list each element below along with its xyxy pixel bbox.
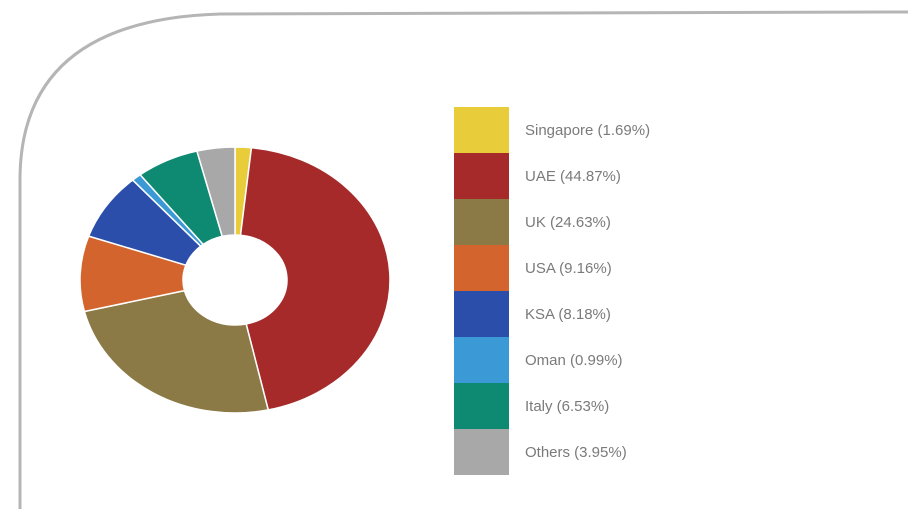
legend-item: UK (24.63%)	[454, 199, 784, 245]
chart-legend: Singapore (1.69%) UAE (44.87%) UK (24.63%)…	[454, 107, 784, 475]
legend-item: KSA (8.18%)	[454, 291, 784, 337]
frame-border	[18, 10, 908, 509]
legend-swatch	[454, 199, 509, 245]
legend-label: USA (9.16%)	[525, 259, 612, 277]
legend-swatch	[454, 337, 509, 383]
legend-item: Oman (0.99%)	[454, 337, 784, 383]
donut-slice-2	[83, 289, 270, 414]
legend-item: Italy (6.53%)	[454, 383, 784, 429]
donut-chart	[79, 146, 391, 414]
legend-label: UAE (44.87%)	[525, 167, 621, 185]
legend-item: Singapore (1.69%)	[454, 107, 784, 153]
legend-item: USA (9.16%)	[454, 245, 784, 291]
legend-swatch	[454, 291, 509, 337]
legend-label: Italy (6.53%)	[525, 397, 610, 415]
legend-item: UAE (44.87%)	[454, 153, 784, 199]
legend-label: UK (24.63%)	[525, 213, 611, 231]
donut-slice-7	[195, 146, 236, 238]
legend-swatch	[454, 245, 509, 291]
legend-swatch	[454, 153, 509, 199]
legend-item: Others (3.95%)	[454, 429, 784, 475]
legend-label: Others (3.95%)	[525, 443, 627, 461]
legend-swatch	[454, 107, 509, 153]
legend-swatch	[454, 383, 509, 429]
legend-label: KSA (8.18%)	[525, 305, 611, 323]
legend-label: Oman (0.99%)	[525, 351, 623, 369]
legend-label: Singapore (1.69%)	[525, 121, 651, 139]
legend-swatch	[454, 429, 509, 475]
donut-slice-1	[239, 146, 391, 411]
